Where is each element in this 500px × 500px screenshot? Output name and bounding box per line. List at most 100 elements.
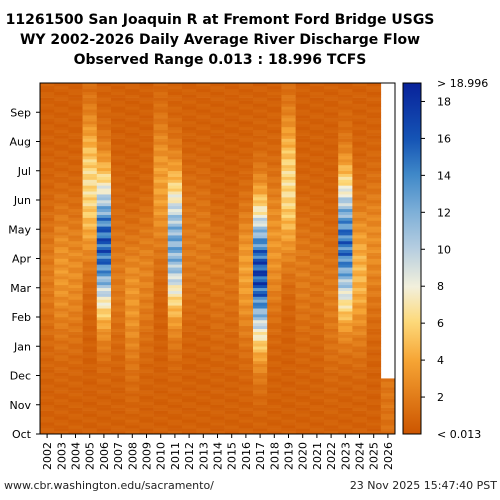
heatmap-cell-2002 — [40, 123, 55, 128]
heatmap-cell-2013 — [196, 100, 211, 104]
heatmap-cell-2023 — [338, 214, 353, 218]
heatmap-cell-2018 — [267, 243, 282, 248]
heatmap-cell-2003 — [54, 293, 69, 297]
heatmap-cell-2021 — [309, 223, 325, 227]
heatmap-cell-2012 — [182, 407, 197, 411]
heatmap-cell-2024 — [352, 381, 367, 385]
heatmap-cell-2002 — [40, 211, 55, 215]
heatmap-cell-2005 — [82, 401, 98, 406]
heatmap-cell-2023 — [338, 355, 353, 359]
heatmap-cell-2002 — [40, 200, 55, 204]
heatmap-cell-2004 — [68, 398, 83, 403]
heatmap-cell-2007 — [111, 299, 126, 303]
heatmap-cell-2011 — [167, 191, 183, 195]
heatmap-cell-2006 — [96, 243, 112, 248]
heatmap-cell-2014 — [210, 252, 225, 256]
heatmap-cell-2015 — [224, 387, 240, 391]
heatmap-cell-2023 — [338, 407, 353, 411]
heatmap-cell-2005 — [82, 314, 98, 318]
heatmap-cell-2020 — [295, 319, 311, 324]
heatmap-cell-2022 — [324, 299, 339, 303]
heatmap-cell-2017 — [253, 132, 268, 136]
heatmap-cell-2018 — [267, 106, 282, 110]
heatmap-cell-2017 — [253, 401, 268, 406]
heatmap-cell-2022 — [324, 164, 339, 169]
heatmap-cell-2018 — [267, 357, 282, 362]
heatmap-cell-2009 — [139, 167, 154, 172]
heatmap-cell-2020 — [295, 115, 311, 119]
heatmap-cell-2021 — [309, 167, 325, 172]
heatmap-cell-2022 — [324, 238, 339, 242]
heatmap-cell-2011 — [167, 281, 183, 286]
heatmap-cell-2021 — [309, 141, 325, 145]
heatmap-cell-2011 — [167, 398, 183, 403]
heatmap-cell-2025 — [366, 375, 382, 379]
heatmap-cell-2020 — [295, 208, 311, 212]
heatmap-cell-2013 — [196, 276, 211, 280]
heatmap-cell-2013 — [196, 252, 211, 256]
heatmap-cell-2021 — [309, 431, 325, 435]
heatmap-cell-2005 — [82, 337, 98, 341]
chart-title: 11261500 San Joaquin R at Fremont Ford B… — [0, 10, 440, 70]
heatmap-cell-2002 — [40, 390, 55, 394]
heatmap-cell-2016 — [238, 322, 254, 327]
heatmap-cell-2002 — [40, 173, 55, 177]
heatmap-cell-2009 — [139, 366, 154, 370]
x-tick-label-2016: 2016 — [240, 442, 253, 470]
heatmap-cell-2008 — [125, 109, 140, 113]
heatmap-cell-2008 — [125, 357, 140, 362]
heatmap-cell-2019 — [281, 287, 296, 291]
heatmap-cell-2011 — [167, 200, 183, 204]
heatmap-cell-2025 — [366, 232, 382, 236]
heatmap-cell-2003 — [54, 188, 69, 192]
heatmap-cell-2010 — [153, 273, 169, 277]
heatmap-cell-2011 — [167, 112, 183, 116]
heatmap-cell-2019 — [281, 100, 296, 104]
heatmap-cell-2011 — [167, 214, 183, 218]
heatmap-cell-2020 — [295, 334, 311, 338]
heatmap-cell-2025 — [366, 278, 382, 283]
heatmap-cell-2015 — [224, 126, 240, 131]
heatmap-cell-2015 — [224, 123, 240, 128]
heatmap-cell-2010 — [153, 118, 169, 122]
heatmap-cell-2011 — [167, 276, 183, 280]
heatmap-cell-2015 — [224, 85, 240, 90]
heatmap-cell-2009 — [139, 322, 154, 327]
heatmap-cell-2025 — [366, 243, 382, 248]
heatmap-cell-2019 — [281, 217, 296, 221]
heatmap-cell-2017 — [253, 276, 268, 280]
heatmap-cell-2022 — [324, 308, 339, 312]
heatmap-cell-2025 — [366, 419, 382, 423]
heatmap-cell-2014 — [210, 346, 225, 350]
heatmap-cell-2010 — [153, 197, 169, 201]
heatmap-cell-2011 — [167, 410, 183, 414]
heatmap-cell-2012 — [182, 200, 197, 204]
heatmap-cell-2017 — [253, 202, 268, 207]
heatmap-cell-2024 — [352, 317, 367, 321]
heatmap-cell-2002 — [40, 161, 55, 166]
heatmap-cell-2022 — [324, 232, 339, 236]
heatmap-cell-2009 — [139, 319, 154, 324]
heatmap-cell-2010 — [153, 159, 169, 163]
heatmap-cell-2024 — [352, 94, 367, 98]
heatmap-cell-2019 — [281, 246, 296, 251]
heatmap-cell-2016 — [238, 197, 254, 201]
heatmap-cell-2016 — [238, 317, 254, 321]
heatmap-cell-2007 — [111, 141, 126, 145]
heatmap-cell-2024 — [352, 410, 367, 414]
heatmap-cell-2011 — [167, 413, 183, 417]
heatmap-cell-2002 — [40, 167, 55, 172]
heatmap-cell-2017 — [253, 384, 268, 388]
heatmap-cell-2020 — [295, 194, 311, 198]
heatmap-cell-2012 — [182, 220, 197, 224]
heatmap-cell-2021 — [309, 264, 325, 268]
heatmap-cell-2012 — [182, 179, 197, 183]
heatmap-cell-2015 — [224, 360, 240, 365]
heatmap-cell-2006 — [96, 419, 112, 423]
heatmap-cell-2023 — [338, 179, 353, 183]
heatmap-cell-2016 — [238, 211, 254, 215]
heatmap-cell-2004 — [68, 249, 83, 253]
heatmap-cell-2024 — [352, 252, 367, 256]
heatmap-cell-2010 — [153, 249, 169, 253]
heatmap-cell-2024 — [352, 428, 367, 432]
